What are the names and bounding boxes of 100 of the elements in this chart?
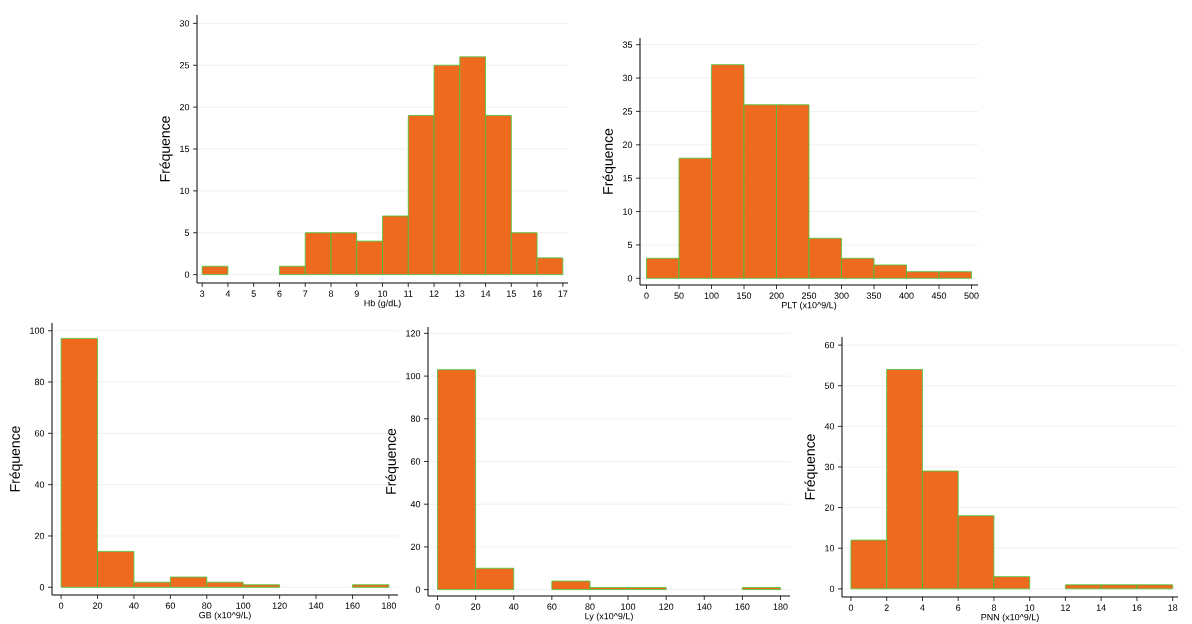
x-tick-label: 12	[1061, 604, 1070, 611]
y-tick-label: 15	[180, 145, 190, 153]
x-tick-label: 0	[644, 292, 649, 299]
x-tick-label: 400	[899, 292, 914, 299]
x-tick-label: 120	[659, 603, 674, 610]
y-tick-label: 25	[622, 108, 633, 115]
x-tick-label: 2	[884, 604, 889, 611]
x-tick-label: 160	[735, 603, 750, 610]
x-tick-label: 20	[92, 602, 103, 609]
x-tick-label: 140	[697, 603, 712, 610]
y-tick-label: 40	[824, 423, 835, 430]
y-axis-title: Fréquence	[804, 434, 818, 500]
x-axis-title: PLT (x10^9/L)	[782, 301, 837, 311]
x-tick-label: 3	[200, 290, 205, 297]
y-axis-title: Fréquence	[9, 426, 23, 492]
x-tick-label: 100	[236, 602, 251, 609]
x-tick-label: 60	[547, 603, 557, 610]
y-tick-label: 80	[410, 415, 421, 422]
x-tick-label: 6	[277, 290, 282, 297]
x-tick-label: 14	[1096, 604, 1106, 611]
y-tick-label: 10	[623, 208, 633, 215]
x-tick-label: 4	[225, 290, 231, 297]
y-tick-label: 30	[622, 74, 633, 82]
y-tick-label: 10	[825, 545, 835, 552]
x-tick-label: 12	[429, 290, 439, 297]
y-axis-title: Fréquence	[159, 116, 173, 182]
y-tick-label: 20	[622, 141, 633, 148]
y-axis-title: Fréquence	[385, 428, 399, 494]
x-tick-label: 140	[309, 602, 324, 609]
y-tick-label: 20	[179, 103, 190, 111]
x-tick-label: 350	[866, 292, 882, 299]
x-tick-label: 18	[1168, 604, 1178, 611]
y-tick-label: 30	[824, 463, 835, 471]
x-tick-label: 0	[435, 603, 440, 610]
y-tick-label: 60	[410, 458, 421, 465]
y-tick-label: 0	[184, 271, 190, 278]
y-tick-label: 15	[623, 175, 633, 182]
y-tick-label: 0	[415, 586, 421, 593]
y-tick-label: 10	[180, 187, 190, 195]
x-tick-label: 0	[58, 602, 64, 609]
x-tick-label: 15	[507, 290, 516, 297]
y-tick-label: 60	[34, 430, 45, 437]
x-tick-label: 7	[303, 290, 308, 297]
x-tick-label: 8	[328, 290, 334, 297]
x-tick-label: 100	[704, 292, 719, 299]
x-tick-label: 200	[769, 292, 784, 299]
x-tick-label: 180	[382, 602, 397, 609]
x-tick-label: 16	[532, 290, 542, 297]
x-tick-label: 450	[931, 292, 947, 299]
y-tick-label: 100	[30, 327, 45, 334]
x-tick-label: 180	[773, 603, 788, 610]
x-tick-label: 0	[848, 604, 854, 611]
y-tick-label: 120	[406, 330, 421, 337]
y-tick-label: 60	[824, 341, 835, 349]
x-tick-label: 250	[801, 292, 817, 299]
x-tick-label: 11	[404, 290, 413, 297]
x-tick-label: 5	[251, 290, 256, 297]
x-tick-label: 9	[354, 290, 359, 297]
x-tick-label: 8	[991, 604, 997, 611]
x-axis-title: Ly (x10^9/L)	[585, 612, 633, 622]
x-tick-label: 80	[202, 602, 212, 609]
x-tick-label: 160	[345, 602, 360, 609]
y-tick-label: 40	[410, 501, 421, 508]
y-tick-label: 50	[824, 382, 835, 389]
y-tick-label: 30	[179, 20, 190, 27]
y-tick-label: 0	[829, 585, 835, 593]
x-tick-label: 6	[956, 604, 961, 611]
y-tick-label: 5	[627, 241, 633, 249]
x-tick-label: 40	[508, 603, 519, 610]
x-tick-label: 300	[834, 292, 849, 299]
x-axis-title: GB (x10^9/L)	[199, 611, 251, 621]
x-tick-label: 50	[674, 292, 684, 299]
y-tick-label: 100	[406, 372, 421, 380]
x-tick-label: 16	[1132, 604, 1142, 611]
x-tick-label: 60	[165, 602, 176, 609]
y-tick-label: 25	[179, 62, 190, 69]
y-tick-label: 0	[39, 584, 45, 591]
x-tick-label: 14	[481, 290, 491, 297]
y-tick-label: 0	[627, 275, 633, 282]
x-tick-label: 10	[378, 290, 388, 297]
x-tick-label: 80	[585, 603, 595, 610]
x-tick-label: 20	[471, 603, 481, 610]
x-tick-label: 40	[129, 602, 139, 609]
x-tick-label: 10	[1025, 604, 1035, 611]
x-axis-title: Hb (g/dL)	[364, 299, 401, 309]
y-tick-label: 20	[824, 504, 835, 511]
x-tick-label: 17	[558, 290, 568, 297]
x-tick-label: 4	[920, 604, 925, 611]
y-tick-label: 20	[34, 532, 45, 540]
x-tick-label: 150	[737, 292, 752, 299]
y-tick-label: 35	[622, 41, 633, 48]
y-tick-label: 5	[184, 229, 190, 236]
x-tick-label: 500	[964, 292, 979, 299]
x-axis-title: PNN (x10^9/L)	[981, 613, 1039, 623]
x-tick-label: 13	[455, 290, 465, 297]
y-axis-title: Fréquence	[602, 128, 616, 194]
x-tick-label: 120	[272, 602, 287, 609]
y-tick-label: 20	[410, 543, 421, 551]
y-tick-label: 40	[34, 481, 45, 488]
y-tick-label: 80	[34, 378, 45, 386]
